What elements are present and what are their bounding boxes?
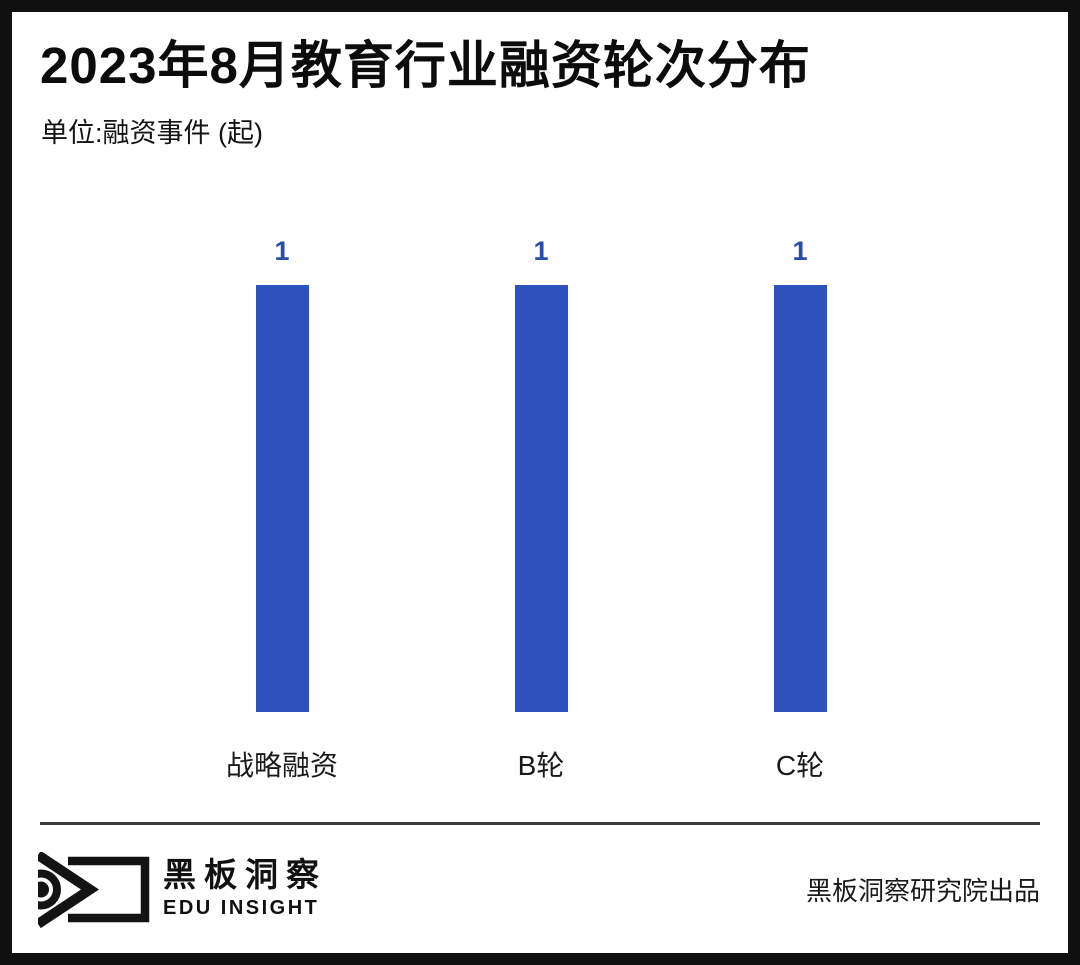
logo-name-cn: 黑板洞察 [163, 856, 327, 893]
bar-chart: 1 战略融资 1 B轮 1 C轮 [12, 12, 1068, 953]
footer-divider [40, 822, 1040, 825]
logo: 黑板洞察 EDU INSIGHT [38, 852, 327, 930]
bar-group-3: 1 C轮 [720, 236, 880, 782]
bar [514, 285, 568, 712]
logo-name-en: EDU INSIGHT [163, 897, 320, 919]
bar-value-label: 1 [533, 236, 549, 266]
bar-value-label: 1 [274, 236, 290, 266]
bar-category-label: B轮 [517, 750, 565, 781]
unit-label: 单位:融资事件 (起) [41, 118, 263, 148]
logo-text: 黑板洞察 EDU INSIGHT [163, 852, 327, 920]
chart-title: 2023年8月教育行业融资轮次分布 [40, 37, 811, 94]
bar-category-label: C轮 [775, 750, 825, 781]
credit-text: 黑板洞察研究院出品 [805, 876, 1040, 906]
blackboard-eye-logo-icon [38, 852, 150, 929]
bar [255, 285, 309, 712]
bar-group-2: 1 B轮 [461, 236, 621, 782]
bar-value-label: 1 [792, 236, 808, 266]
bar-category-label: 战略融资 [225, 750, 338, 781]
bar [773, 285, 827, 712]
bar-group-1: 1 战略融资 [202, 236, 362, 782]
